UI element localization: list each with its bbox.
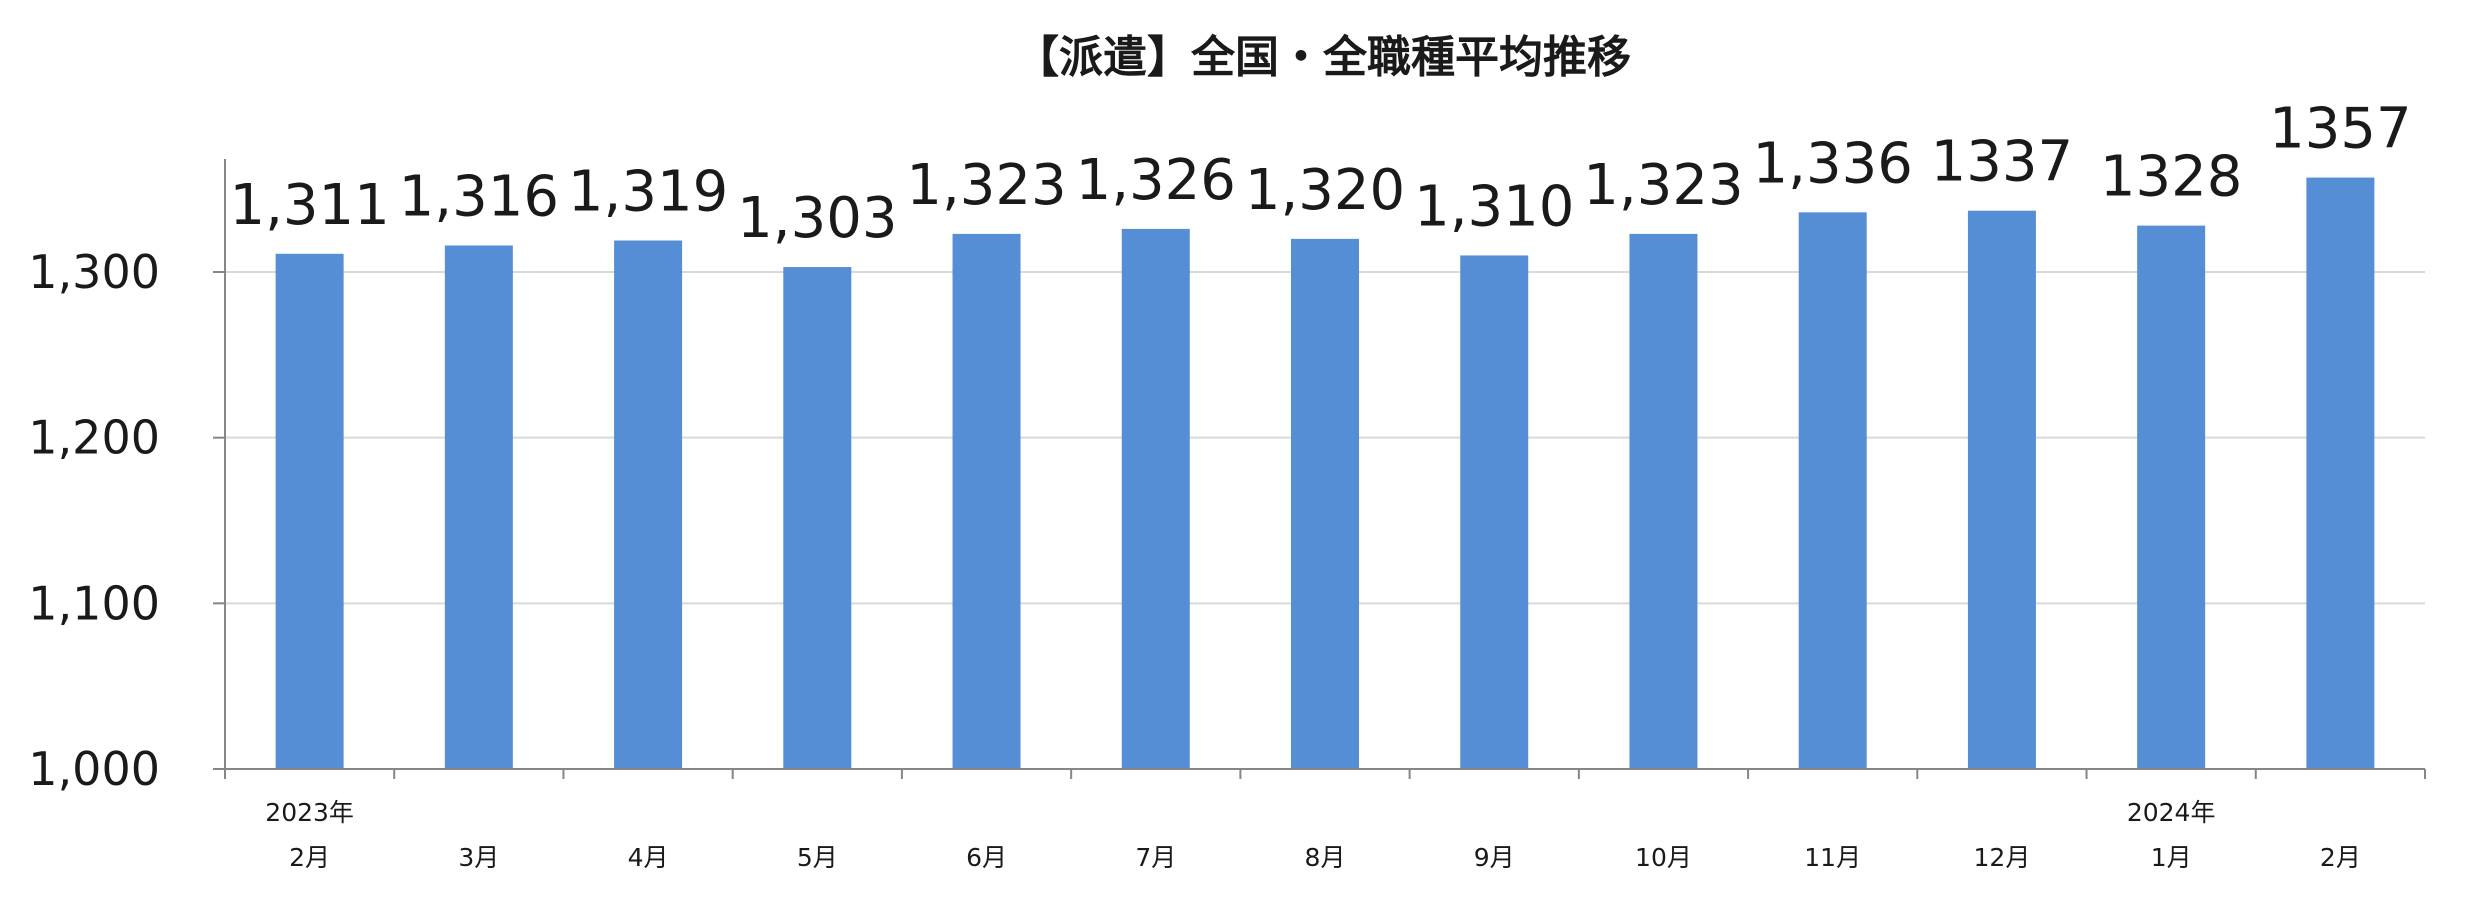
- x-tick-label: 5月: [797, 843, 838, 872]
- axes: [213, 159, 2425, 770]
- data-label: 1357: [2269, 97, 2412, 162]
- data-label: 1,303: [737, 186, 897, 251]
- bar: [783, 267, 852, 769]
- y-tick-label: 1,200: [28, 411, 160, 465]
- x-axis-ticks: 2月 3月 4月 5月 6月 7月 8月 9月 10月 11月 12月 1月 2月 2023年 2024年: [224, 769, 2426, 872]
- bar: [1798, 212, 1867, 770]
- bar: [1967, 210, 2036, 769]
- data-label: 1,336: [1753, 131, 1913, 196]
- x-tick-label: 8月: [1305, 843, 1346, 872]
- data-label: 1,316: [399, 164, 559, 229]
- bar: [1629, 233, 1698, 769]
- x-tick-label: 4月: [628, 843, 669, 872]
- bars: [275, 177, 2375, 770]
- x-tick-label: 1月: [2151, 843, 2192, 872]
- bar: [1291, 238, 1359, 769]
- bar: [1460, 255, 1529, 769]
- data-label: 1,320: [1245, 158, 1405, 223]
- x-tick-label: 2月: [2320, 843, 2361, 872]
- x-tick-label: 3月: [458, 843, 499, 872]
- data-label: 1,323: [906, 153, 1066, 218]
- bar: [614, 240, 683, 770]
- data-label: 1,326: [1076, 148, 1236, 213]
- data-label: 1,311: [229, 173, 389, 238]
- data-label: 1337: [1931, 130, 2074, 195]
- x-tick-label: 11月: [1804, 843, 1861, 872]
- data-label: 1328: [2100, 145, 2243, 210]
- y-tick-label: 1,300: [28, 245, 160, 299]
- y-tick-label: 1,100: [28, 576, 160, 630]
- x-tick-label: 12月: [1974, 843, 2031, 872]
- x-tick-label: 9月: [1474, 843, 1515, 872]
- data-label: 1,323: [1583, 153, 1743, 218]
- x-tick-label: 6月: [966, 843, 1007, 872]
- y-axis-ticks: 1,000 1,100 1,200 1,300: [28, 245, 225, 796]
- data-label: 1,310: [1414, 174, 1574, 239]
- bar: [1121, 228, 1190, 770]
- bar: [444, 245, 513, 769]
- x-tick-label: 10月: [1635, 843, 1692, 872]
- bar: [2306, 177, 2375, 769]
- chart-title: 【派遣】全国・全職種平均推移: [1015, 32, 1631, 83]
- data-label: 1,319: [568, 160, 728, 225]
- x-year-label: 2024年: [2127, 798, 2216, 827]
- bar: [952, 233, 1021, 769]
- x-year-label: 2023年: [265, 798, 354, 827]
- x-tick-label: 7月: [1135, 843, 1176, 872]
- y-tick-label: 1,000: [28, 742, 160, 796]
- x-tick-label: 2月: [289, 843, 330, 872]
- bar: [2137, 225, 2206, 769]
- bar: [275, 253, 344, 769]
